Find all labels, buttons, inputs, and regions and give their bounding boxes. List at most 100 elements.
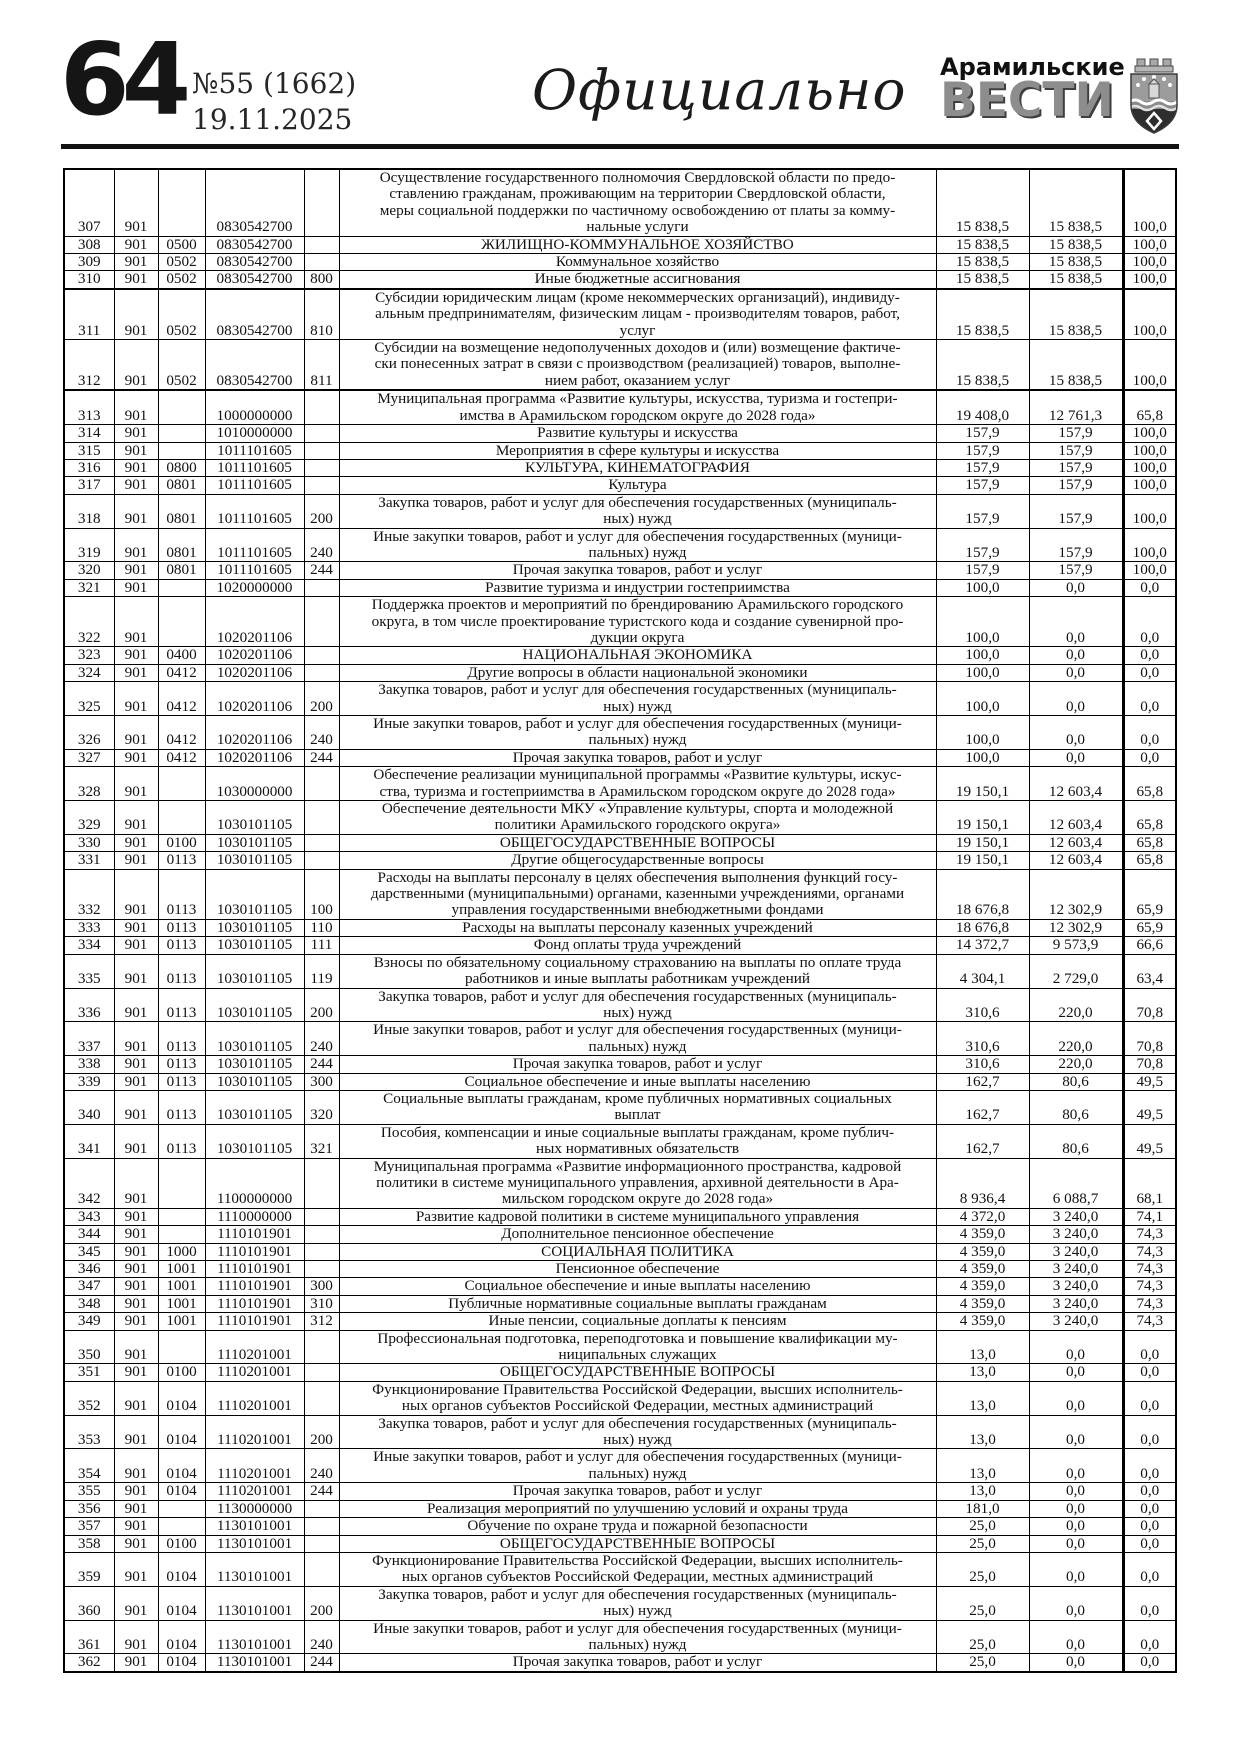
cell-row-number: 360 (63, 1585, 115, 1621)
brand-name-top: Арамильские (940, 53, 1125, 81)
cell-executed: 12 603,4 (1028, 833, 1124, 853)
cell-section-code: 0113 (157, 1055, 206, 1074)
cell-row-number: 342 (63, 1157, 115, 1209)
cell-percent: 100,0 (1121, 253, 1177, 272)
cell-name: Прочая закупка товаров, работ и услуг (338, 748, 937, 768)
cell-approved: 310,6 (935, 1055, 1030, 1074)
issue-date: 19.11.2025 (192, 102, 353, 136)
cell-target-article: 1130101001 (204, 1585, 305, 1621)
cell-row-number: 335 (63, 953, 115, 989)
cell-name: Прочая закупка товаров, работ и услуг (338, 1653, 937, 1673)
cell-executed: 12 603,4 (1028, 800, 1124, 835)
table-row: 325 901 0412 1020201106 200 Закупка товаров, … (63, 681, 1177, 716)
cell-row-number: 316 (63, 458, 115, 478)
cell-approved: 4 359,0 (935, 1225, 1030, 1244)
cell-section-code: 1001 (157, 1312, 206, 1331)
cell-row-number: 346 (63, 1259, 115, 1279)
cell-expense-type (303, 1242, 340, 1262)
cell-row-number: 357 (63, 1517, 115, 1536)
cell-target-article: 1030101105 (204, 1089, 305, 1125)
budget-table-body: 307 901 0830542700 Осуществление государств… (63, 168, 1177, 1673)
cell-expense-type (303, 1225, 340, 1244)
cell-percent: 0,0 (1121, 681, 1177, 716)
cell-executed: 157,9 (1028, 476, 1124, 495)
cell-grbs-code: 901 (113, 868, 159, 920)
cell-expense-type: 240 (303, 715, 340, 750)
cell-approved: 15 838,5 (935, 235, 1030, 255)
cell-grbs-code: 901 (113, 1517, 159, 1536)
cell-row-number: 327 (63, 748, 115, 768)
cell-row-number: 332 (63, 868, 115, 920)
cell-section-code: 0801 (157, 561, 206, 580)
cell-expense-type: 811 (303, 339, 340, 392)
cell-name: Осуществление государственного полномочи… (338, 168, 937, 237)
cell-name: Закупка товаров, работ и услуг для обесп… (338, 493, 937, 529)
cell-percent: 100,0 (1121, 288, 1177, 341)
cell-expense-type: 321 (303, 1123, 340, 1159)
cell-name: Иные закупки товаров, работ и услуг для … (338, 715, 937, 750)
cell-grbs-code: 901 (113, 748, 159, 768)
cell-grbs-code: 901 (113, 389, 159, 426)
cell-section-code: 0502 (157, 339, 206, 392)
cell-executed: 12 761,3 (1028, 389, 1124, 426)
cell-name: Иные закупки товаров, работ и услуг для … (338, 1619, 937, 1655)
cell-approved: 100,0 (935, 578, 1030, 598)
cell-approved: 310,6 (935, 1021, 1030, 1057)
cell-target-article: 1030101105 (204, 800, 305, 835)
cell-row-number: 319 (63, 527, 115, 563)
header-divider-rule (61, 144, 1179, 149)
cell-target-article: 1020201106 (204, 748, 305, 768)
cell-percent: 0,0 (1121, 1448, 1177, 1484)
cell-name: ОБЩЕГОСУДАРСТВЕННЫЕ ВОПРОСЫ (338, 1363, 937, 1382)
cell-grbs-code: 901 (113, 1653, 159, 1673)
table-row: 346 901 1001 1110101901 Пенсионное обеспечен… (63, 1259, 1177, 1279)
cell-expense-type (303, 1363, 340, 1382)
cell-percent: 0,0 (1121, 748, 1177, 768)
cell-expense-type: 800 (303, 270, 340, 290)
cell-target-article: 1020201106 (204, 663, 305, 683)
cell-row-number: 362 (63, 1653, 115, 1673)
cell-section-code: 0113 (157, 868, 206, 920)
cell-row-number: 350 (63, 1329, 115, 1365)
cell-approved: 4 359,0 (935, 1312, 1030, 1331)
cell-expense-type (303, 851, 340, 870)
cell-row-number: 359 (63, 1551, 115, 1587)
cell-target-article: 1011101605 (204, 493, 305, 529)
cell-row-number: 351 (63, 1363, 115, 1382)
cell-row-number: 307 (63, 168, 115, 237)
cell-percent: 100,0 (1121, 441, 1177, 460)
cell-expense-type: 200 (303, 493, 340, 529)
issue-number: №55 (1662) (192, 67, 357, 100)
table-row: 311 901 0502 0830542700 810 Субсидии юридичес… (63, 288, 1177, 341)
cell-grbs-code: 901 (113, 1207, 159, 1227)
cell-approved: 162,7 (935, 1072, 1030, 1091)
cell-name: ОБЩЕГОСУДАРСТВЕННЫЕ ВОПРОСЫ (338, 1534, 937, 1553)
cell-executed: 12 302,9 (1028, 918, 1124, 938)
cell-target-article: 1110101901 (204, 1225, 305, 1244)
cell-percent: 65,8 (1121, 766, 1177, 802)
cell-grbs-code: 901 (113, 681, 159, 716)
cell-name: Реализация мероприятий по улучшению усло… (338, 1499, 937, 1519)
cell-name: СОЦИАЛЬНАЯ ПОЛИТИКА (338, 1242, 937, 1262)
table-row: 361 901 0104 1130101001 240 Иные закупки това… (63, 1619, 1177, 1655)
table-row: 347 901 1001 1110101901 300 Социальное обеспе… (63, 1277, 1177, 1296)
cell-target-article: 0830542700 (204, 339, 305, 392)
cell-executed: 15 838,5 (1028, 253, 1124, 272)
cell-percent: 100,0 (1121, 476, 1177, 495)
cell-row-number: 344 (63, 1225, 115, 1244)
table-row: 314 901 1010000000 Развитие культуры и иску… (63, 424, 1177, 443)
cell-target-article: 1020201106 (204, 681, 305, 716)
cell-row-number: 326 (63, 715, 115, 750)
cell-name: ОБЩЕГОСУДАРСТВЕННЫЕ ВОПРОСЫ (338, 833, 937, 853)
table-row: 336 901 0113 1030101105 200 Закупка товаров, … (63, 987, 1177, 1023)
cell-row-number: 358 (63, 1534, 115, 1553)
table-row: 331 901 0113 1030101105 Другие общегосударст… (63, 851, 1177, 870)
cell-approved: 19 150,1 (935, 766, 1030, 802)
cell-executed: 2 729,0 (1028, 953, 1124, 989)
cell-percent: 65,8 (1121, 833, 1177, 853)
cell-row-number: 361 (63, 1619, 115, 1655)
cell-approved: 25,0 (935, 1585, 1030, 1621)
cell-expense-type: 320 (303, 1089, 340, 1125)
cell-target-article: 1030101105 (204, 918, 305, 938)
cell-expense-type (303, 800, 340, 835)
